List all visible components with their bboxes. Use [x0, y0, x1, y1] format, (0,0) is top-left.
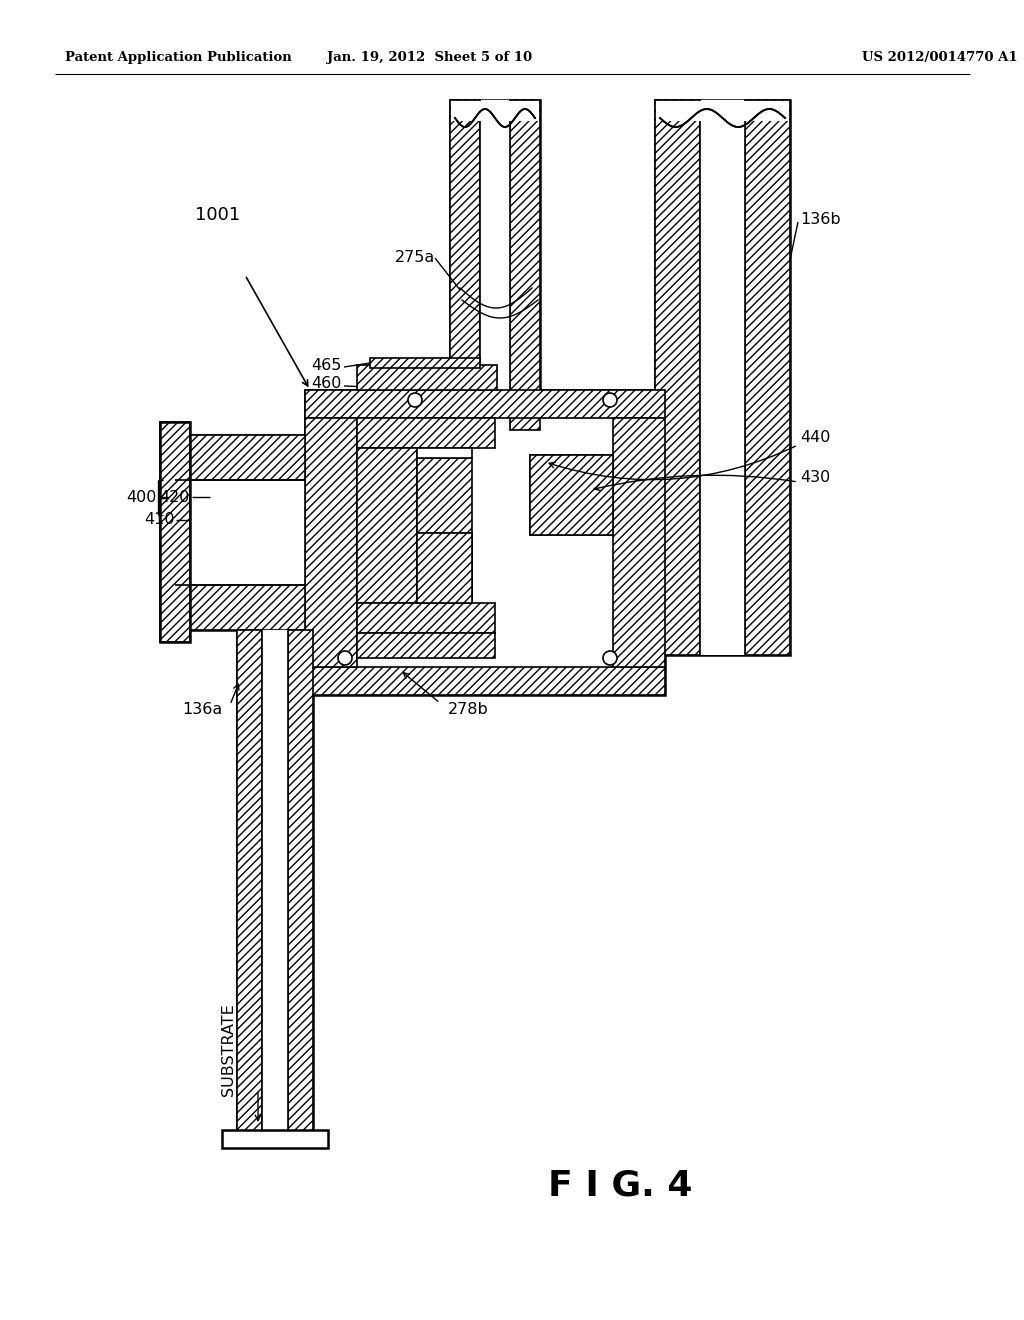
- Text: US 2012/0014770 A1: US 2012/0014770 A1: [862, 51, 1018, 65]
- Text: 430: 430: [800, 470, 830, 486]
- Bar: [237, 630, 262, 1135]
- Text: F I G. 4: F I G. 4: [548, 1168, 692, 1203]
- Bar: [357, 366, 497, 389]
- Circle shape: [408, 393, 422, 407]
- Bar: [370, 358, 480, 368]
- Bar: [305, 667, 665, 696]
- Bar: [222, 1130, 328, 1148]
- Bar: [530, 455, 613, 535]
- Bar: [305, 418, 357, 667]
- Bar: [357, 447, 417, 603]
- Circle shape: [338, 651, 352, 665]
- Text: 1001: 1001: [195, 206, 241, 224]
- Bar: [700, 100, 745, 655]
- Text: 400: 400: [127, 490, 157, 504]
- Bar: [288, 630, 313, 1135]
- Bar: [417, 447, 472, 458]
- Text: 410: 410: [144, 512, 175, 528]
- Text: 275a: 275a: [395, 251, 435, 265]
- Bar: [510, 100, 540, 430]
- Text: 420: 420: [160, 490, 190, 504]
- Circle shape: [603, 393, 617, 407]
- Bar: [175, 585, 305, 630]
- Bar: [175, 436, 305, 480]
- Text: Jan. 19, 2012  Sheet 5 of 10: Jan. 19, 2012 Sheet 5 of 10: [328, 51, 532, 65]
- Bar: [450, 100, 480, 430]
- Bar: [417, 458, 472, 533]
- Bar: [417, 533, 472, 603]
- Bar: [262, 630, 288, 1135]
- Bar: [160, 422, 190, 642]
- Bar: [357, 603, 495, 634]
- Bar: [613, 418, 665, 667]
- Text: 136a: 136a: [181, 702, 222, 718]
- Text: 465: 465: [311, 358, 342, 372]
- Text: 136b: 136b: [800, 213, 841, 227]
- Bar: [655, 100, 790, 655]
- Bar: [480, 100, 510, 430]
- Bar: [450, 100, 540, 430]
- Bar: [417, 533, 472, 603]
- Text: SUBSTRATE: SUBSTRATE: [220, 1003, 236, 1097]
- Bar: [357, 634, 495, 657]
- Bar: [160, 422, 190, 642]
- Bar: [237, 630, 313, 1135]
- Bar: [745, 100, 790, 655]
- Text: 278b: 278b: [447, 702, 488, 718]
- Text: 440: 440: [800, 430, 830, 446]
- Bar: [305, 389, 665, 696]
- Bar: [357, 418, 495, 447]
- Bar: [656, 102, 790, 121]
- Bar: [175, 480, 305, 585]
- Bar: [417, 533, 472, 603]
- Bar: [175, 436, 305, 630]
- Bar: [655, 100, 700, 655]
- Bar: [451, 102, 539, 121]
- Bar: [305, 389, 665, 418]
- Text: 460: 460: [311, 376, 342, 392]
- Circle shape: [603, 651, 617, 665]
- Bar: [530, 455, 613, 535]
- Text: Patent Application Publication: Patent Application Publication: [65, 51, 292, 65]
